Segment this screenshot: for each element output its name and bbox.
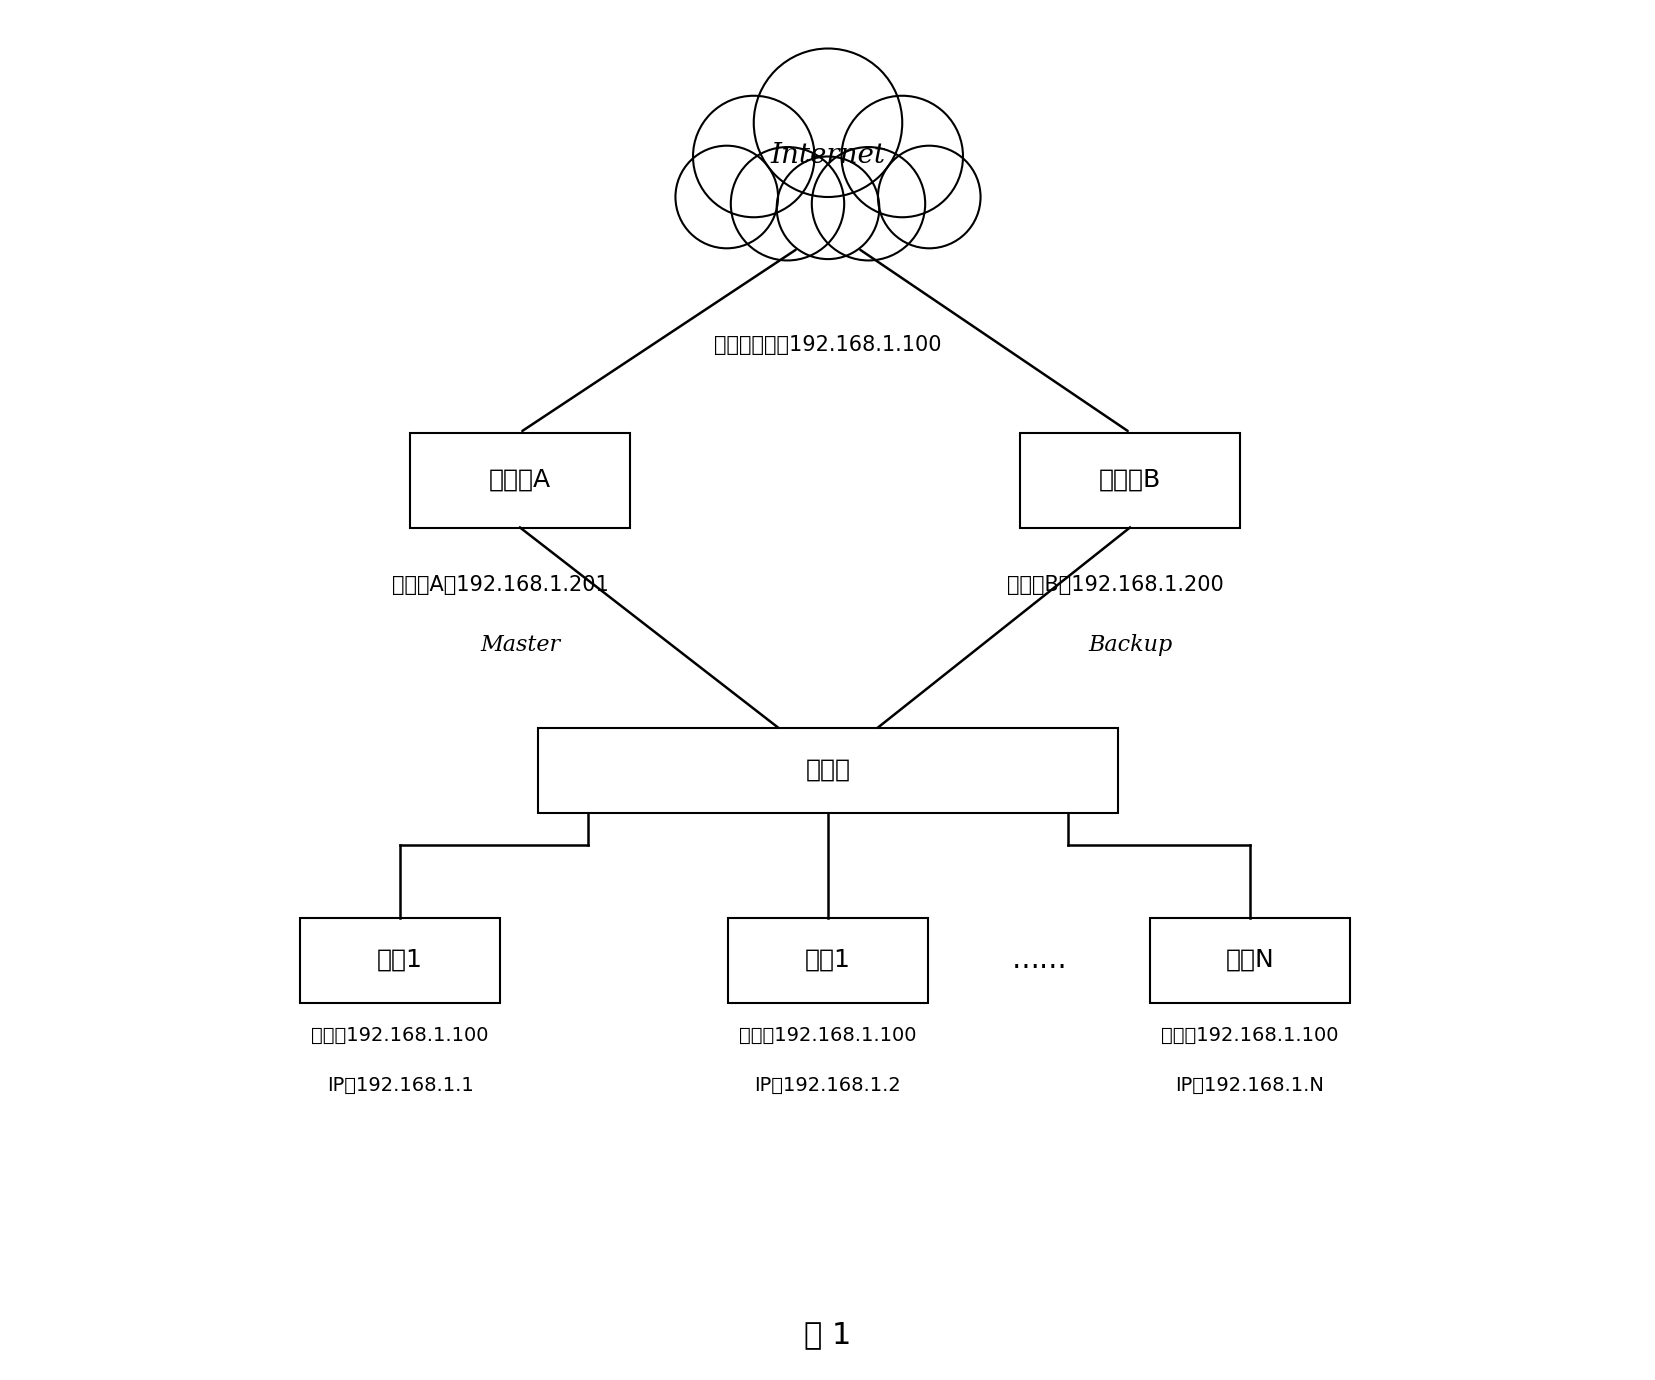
Text: Master: Master <box>480 633 559 656</box>
FancyBboxPatch shape <box>538 727 1117 813</box>
Text: 虚拟路由器：192.168.1.100: 虚拟路由器：192.168.1.100 <box>713 335 942 355</box>
Text: ……: …… <box>1011 947 1067 974</box>
FancyBboxPatch shape <box>1149 918 1349 1002</box>
Text: 路由器B：192.168.1.200: 路由器B：192.168.1.200 <box>1006 575 1223 595</box>
Text: 路由器A：192.168.1.201: 路由器A：192.168.1.201 <box>391 575 607 595</box>
Text: Internet: Internet <box>770 142 885 168</box>
Text: 图 1: 图 1 <box>804 1321 851 1350</box>
Text: 网关：192.168.1.100: 网关：192.168.1.100 <box>311 1025 488 1045</box>
Circle shape <box>811 148 925 261</box>
Text: IP：192.168.1.1: IP：192.168.1.1 <box>326 1075 473 1094</box>
Text: IP：192.168.1.2: IP：192.168.1.2 <box>755 1075 900 1094</box>
Text: IP：192.168.1.N: IP：192.168.1.N <box>1175 1075 1324 1094</box>
Text: 路由器B: 路由器B <box>1099 468 1160 493</box>
Circle shape <box>730 148 844 261</box>
Text: 用户N: 用户N <box>1225 948 1274 972</box>
Text: 用户1: 用户1 <box>377 948 422 972</box>
Circle shape <box>675 146 778 248</box>
Text: 路由器A: 路由器A <box>488 468 551 493</box>
Text: 网关：192.168.1.100: 网关：192.168.1.100 <box>738 1025 917 1045</box>
FancyBboxPatch shape <box>1019 432 1240 527</box>
Circle shape <box>753 48 902 197</box>
Circle shape <box>692 95 814 217</box>
Text: 用户1: 用户1 <box>804 948 851 972</box>
FancyBboxPatch shape <box>728 918 927 1002</box>
Circle shape <box>776 156 879 259</box>
Text: 网关：192.168.1.100: 网关：192.168.1.100 <box>1160 1025 1337 1045</box>
Text: Backup: Backup <box>1087 633 1172 656</box>
Circle shape <box>877 146 980 248</box>
Circle shape <box>841 95 963 217</box>
FancyBboxPatch shape <box>300 918 500 1002</box>
Text: 交换机: 交换机 <box>804 758 851 782</box>
FancyBboxPatch shape <box>410 432 629 527</box>
